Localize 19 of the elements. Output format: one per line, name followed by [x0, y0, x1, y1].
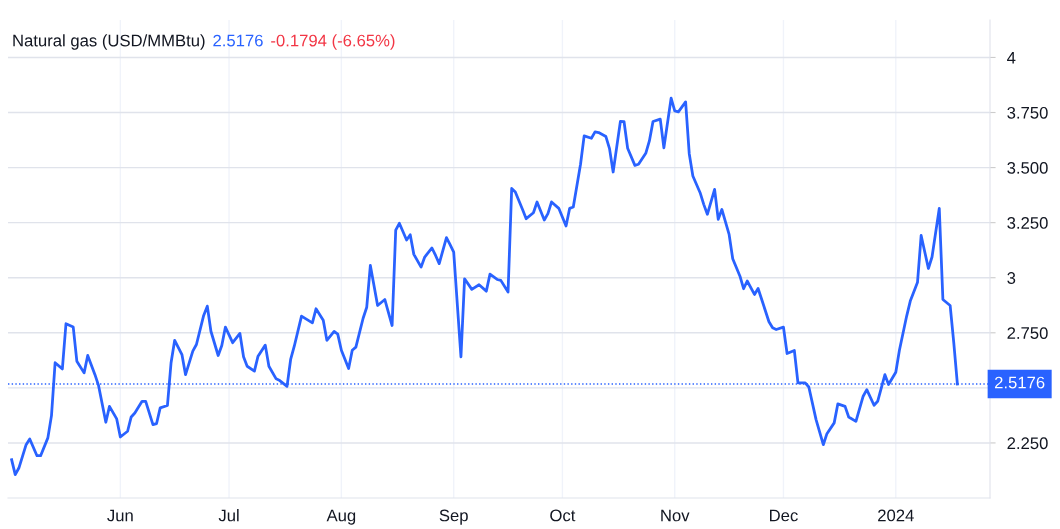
y-tick-label: 2.250	[1007, 437, 1048, 450]
annotation: 2.5176	[213, 34, 263, 47]
y-tick-label: 4	[1007, 52, 1016, 64]
ref-line-label: 2.5176	[995, 376, 1045, 389]
x-tick-label: Aug	[326, 509, 356, 525]
x-tick-label: 2024	[878, 509, 914, 522]
y-tick-label: 3.250	[1007, 217, 1048, 229]
x-tick-label: Jun	[107, 509, 133, 522]
annotation: -0.1794 (-6.65%)	[271, 34, 395, 50]
x-tick-label: Nov	[661, 509, 690, 522]
x-tick-label: Sep	[439, 509, 468, 525]
y-tick-label: 3.750	[1007, 106, 1048, 119]
text: Natural gas (USD/MMBtu)	[13, 34, 205, 50]
y-tick-label: 2.750	[1007, 327, 1048, 339]
y-tick-label: 3	[1007, 272, 1016, 284]
y-tick-label: 3.500	[1007, 161, 1048, 174]
x-tick-label: Dec	[770, 509, 798, 522]
x-tick-label: Jul	[218, 509, 239, 522]
x-tick-label: Oct	[550, 509, 576, 522]
